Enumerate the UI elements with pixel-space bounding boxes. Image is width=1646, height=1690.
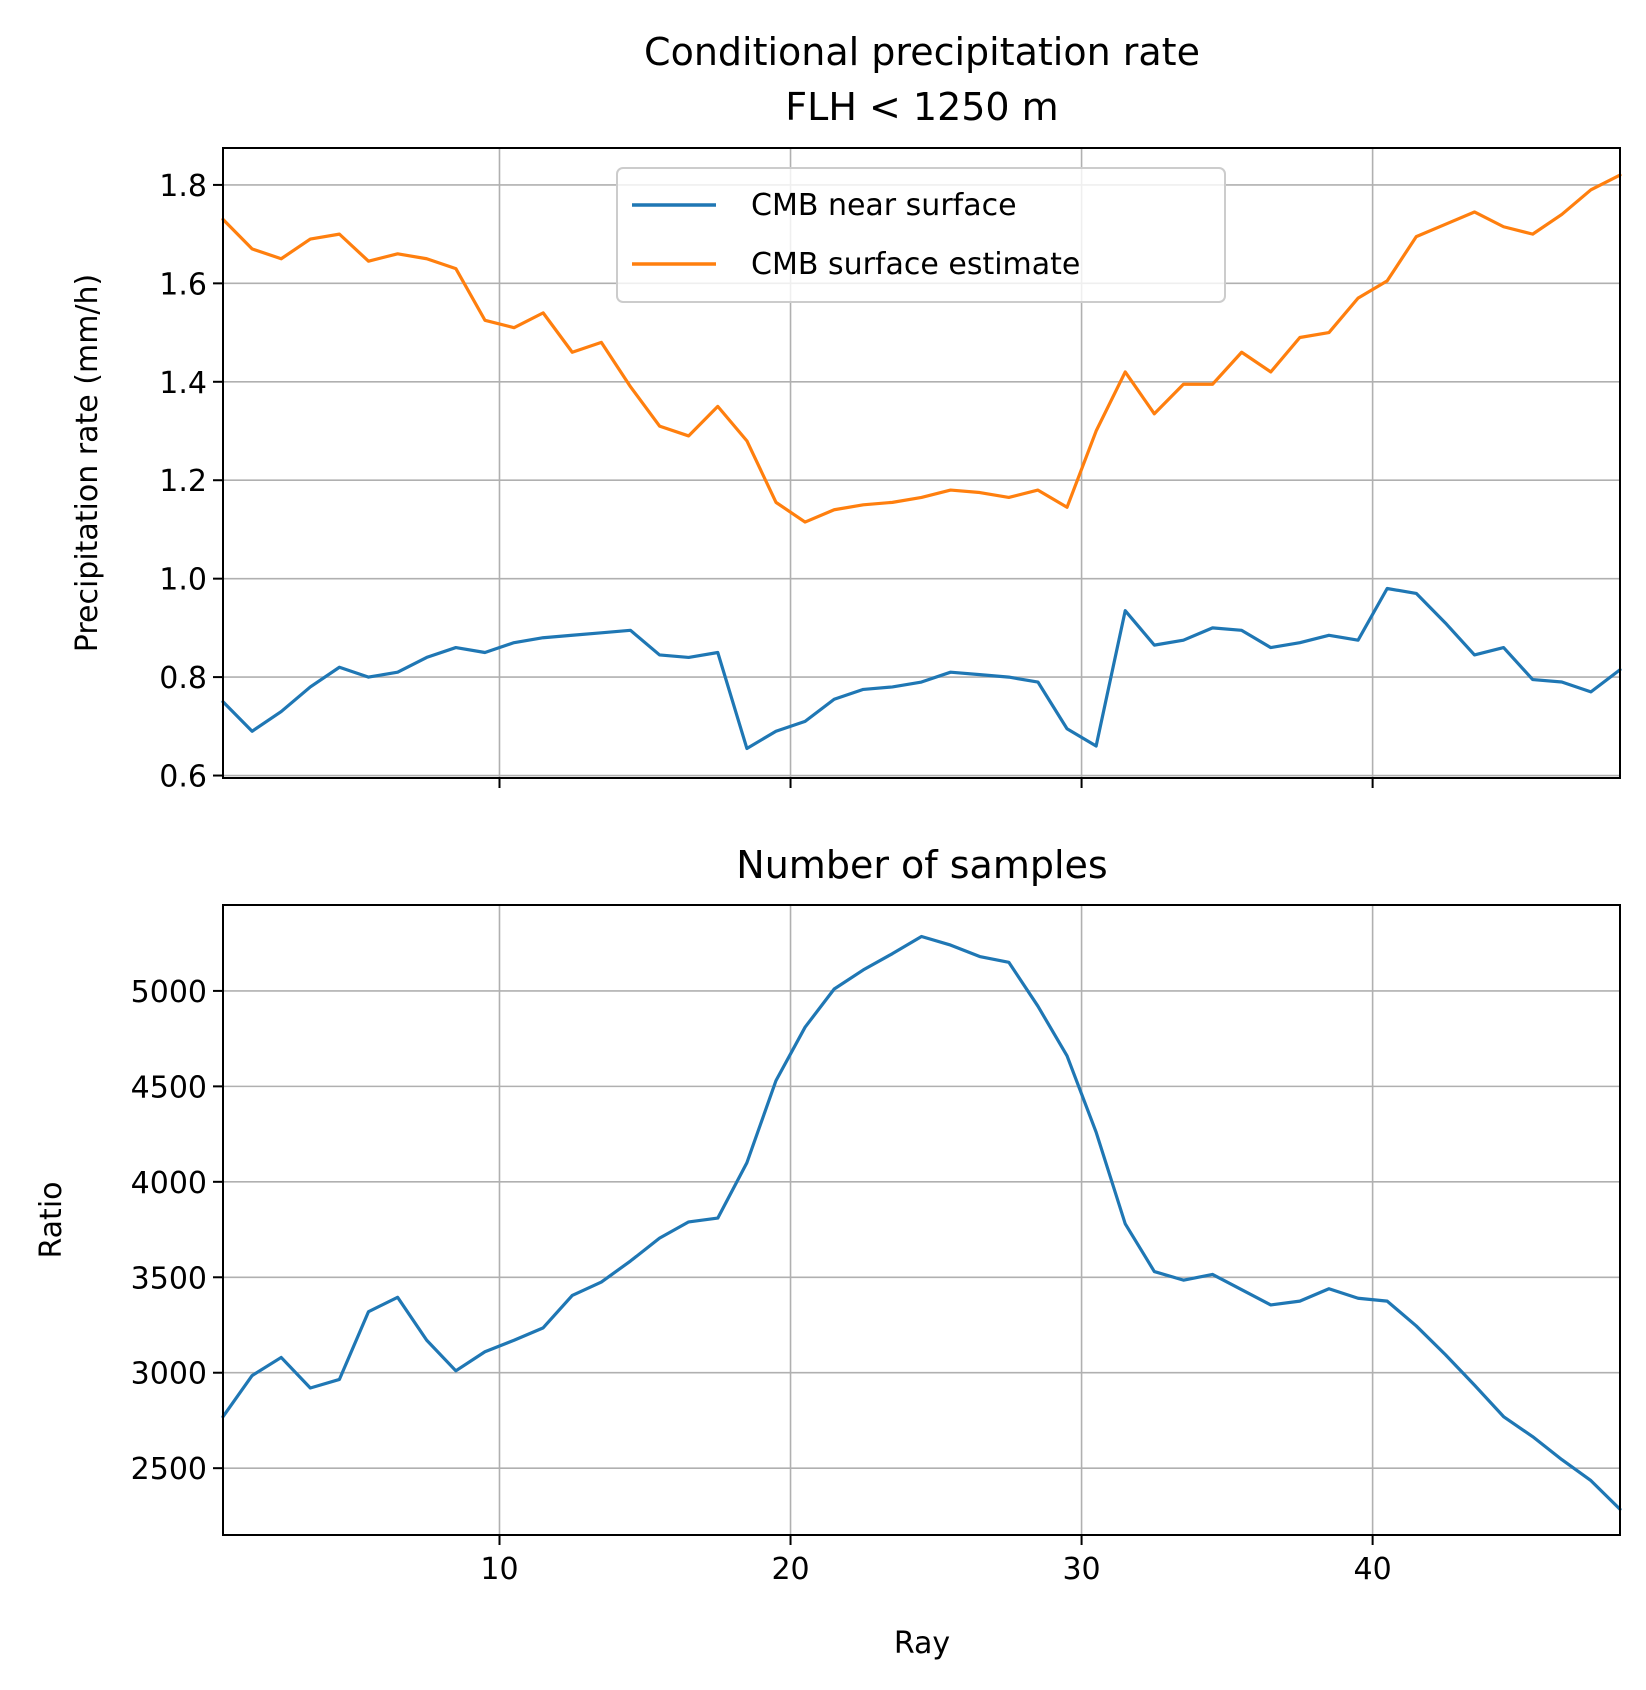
y-tick-label: 5000 [131, 975, 207, 1010]
series-group [221, 173, 1622, 751]
tick-group: 0.6 0.8 1.0 1.2 1.4 1.6 1.8 [159, 169, 1374, 795]
chart-title-line-2: FLH < 1250 m [785, 85, 1058, 129]
legend-label-cmb-near-surface: CMB near surface [751, 188, 1017, 223]
chart-title: Number of samples [736, 843, 1107, 887]
y-tick-label: 4000 [131, 1166, 207, 1201]
series-line-cmb-near-surface [221, 586, 1622, 751]
y-tick-label: 4500 [131, 1070, 207, 1105]
series-line-cmb-surface-estimate [221, 173, 1622, 524]
legend-frame [616, 167, 1226, 303]
y-tick-label: 1.0 [159, 563, 207, 598]
x-tick-label: 30 [1062, 1552, 1100, 1587]
number-of-samples-chart: Number of samples 10 20 30 40 2500 3000 3500 40… [34, 843, 1622, 1661]
y-tick-label: 2500 [131, 1452, 207, 1487]
y-tick-label: 1.2 [159, 464, 207, 499]
y-tick-label: 1.6 [159, 267, 207, 302]
tick-group: 10 20 30 40 2500 3000 3500 4000 4500 5000 [131, 975, 1392, 1587]
chart-title-line-1: Conditional precipitation rate [644, 30, 1200, 74]
x-tick-label: 10 [480, 1552, 518, 1587]
y-tick-label: 1.4 [159, 366, 207, 401]
legend: CMB near surface CMB surface estimate [616, 167, 1226, 303]
series-group [221, 934, 1622, 1511]
x-tick-label: 40 [1354, 1552, 1392, 1587]
legend-label-cmb-surface-estimate: CMB surface estimate [751, 247, 1080, 282]
y-tick-label: 0.8 [159, 661, 207, 696]
y-tick-label: 0.6 [159, 760, 207, 795]
y-axis-label: Precipitation rate (mm/h) [70, 274, 105, 653]
x-axis-label: Ray [894, 1626, 950, 1661]
plot-frame [222, 904, 1621, 1536]
precipitation-rate-chart: Conditional precipitation rate FLH < 125… [70, 30, 1622, 795]
y-tick-label: 3000 [131, 1357, 207, 1392]
plot-frame [222, 147, 1621, 779]
y-tick-label: 1.8 [159, 169, 207, 204]
y-tick-label: 3500 [131, 1261, 207, 1296]
y-axis-label: Ratio [34, 1181, 69, 1258]
grid [223, 905, 1620, 1535]
series-line-series-0 [221, 934, 1622, 1511]
x-tick-label: 20 [771, 1552, 809, 1587]
